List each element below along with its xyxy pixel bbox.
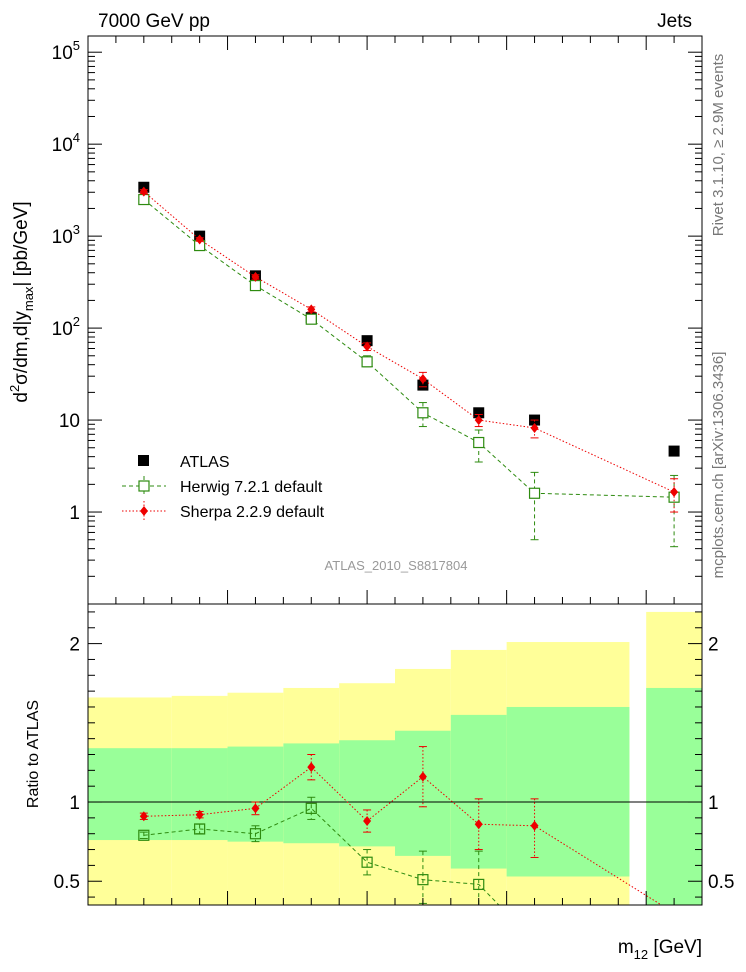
herwig-point: [473, 436, 485, 449]
analysis-watermark: ATLAS_2010_S8817804: [325, 558, 468, 573]
y-tick-label: 103: [52, 222, 80, 248]
ratio-series-line-1: [143, 766, 663, 905]
legend-marker-sherpa: [140, 506, 148, 516]
stat-uncertainty-band: [88, 748, 172, 841]
series-line-2: [143, 191, 675, 493]
ratio-y-tick-label-right: 1: [708, 793, 719, 814]
herwig-point: [249, 279, 262, 292]
y-label-prefix: d: [11, 392, 32, 403]
ratio-herwig-point: [249, 828, 262, 840]
legend-marker-herwig: [138, 480, 150, 492]
rivet-label: Rivet 3.1.10, ≥ 2.9M events: [710, 54, 727, 237]
ratio-series-layer: [138, 746, 663, 905]
ratio-sherpa-point: [139, 811, 148, 822]
stat-uncertainty-band: [450, 714, 507, 869]
atlas-point: [473, 407, 485, 419]
y-tick-label: 104: [52, 130, 80, 156]
ratio-y-tick-label-left: 2: [69, 635, 80, 656]
stat-uncertainty-band: [506, 706, 630, 877]
sherpa-point: [251, 271, 260, 282]
herwig-point: [417, 407, 429, 419]
main-series-layer: [138, 181, 680, 548]
ratio-sherpa-point: [474, 819, 483, 830]
main-tick-labels: 1 10 102 103 104 105: [52, 38, 80, 524]
series-line-1: [143, 199, 675, 498]
ratio-uncertainty-bands: [88, 611, 702, 905]
atlas-point: [668, 445, 680, 457]
ratio-sherpa-point: [251, 803, 260, 814]
legend-marker-atlas: [138, 455, 149, 466]
ratio-herwig-point: [361, 856, 373, 868]
ratio-y-tick-label-left: 0.5: [54, 872, 80, 893]
ratio-series-line-0: [143, 807, 500, 905]
sherpa-point: [530, 422, 539, 433]
x-label-unit: [GeV]: [648, 937, 702, 958]
x-label-main: m: [618, 937, 634, 958]
source-label: mcplots.cern.ch [arXiv:1306.3436]: [710, 352, 727, 579]
y-tick-label: 10: [59, 411, 80, 432]
header-right-title: Jets: [657, 11, 692, 32]
atlas-point: [417, 379, 429, 391]
y-label-sub: max: [21, 286, 36, 311]
ratio-sherpa-point: [530, 820, 539, 831]
ratio-y-axis-label: Ratio to ATLAS: [25, 700, 42, 808]
sherpa-point: [474, 415, 483, 426]
legend: ATLAS Herwig 7.2.1 default Sherpa 2.2.9 …: [122, 454, 325, 521]
ratio-herwig-point: [473, 878, 485, 891]
sherpa-point: [139, 186, 148, 197]
herwig-point: [305, 313, 317, 325]
herwig-point: [528, 487, 541, 499]
x-label-sub: 12: [634, 947, 648, 962]
y-label-suffix: | [pb/GeV]: [11, 201, 32, 286]
ratio-sherpa-point: [418, 771, 427, 782]
sherpa-point: [195, 234, 204, 245]
header-left-title: 7000 GeV pp: [98, 11, 210, 32]
legend-label-herwig: Herwig 7.2.1 default: [180, 479, 323, 496]
y-tick-label: 1: [69, 503, 80, 524]
ratio-herwig-point: [194, 823, 206, 835]
y-label-sup: 2: [7, 385, 22, 392]
ratio-herwig-point: [417, 874, 429, 886]
ratio-herwig-point: [305, 802, 317, 814]
y-label-mid: σ/dm,d|y: [11, 311, 32, 385]
ratio-y-tick-label-left: 1: [69, 793, 80, 814]
stat-uncertainty-band: [339, 740, 395, 847]
herwig-point: [361, 356, 373, 368]
stat-uncertainty-band: [646, 687, 702, 905]
ratio-axis-ticks: 0.5 0.5 1 1 2 2: [54, 611, 734, 905]
y-tick-label: 102: [52, 314, 80, 340]
ratio-sherpa-point: [195, 809, 204, 820]
ratio-y-tick-label-right: 2: [708, 635, 719, 656]
sherpa-point: [418, 373, 427, 384]
main-y-axis-label: d2σ/dm,d|ymax| [pb/GeV]: [7, 201, 36, 402]
legend-label-atlas: ATLAS: [180, 454, 230, 471]
sherpa-point: [307, 304, 316, 315]
atlas-point: [361, 335, 373, 347]
legend-label-sherpa: Sherpa 2.2.9 default: [180, 504, 325, 521]
ratio-sherpa-point: [307, 762, 316, 773]
y-tick-label: 105: [52, 38, 80, 64]
x-axis-label: m12 [GeV]: [618, 937, 702, 962]
sherpa-point: [670, 487, 679, 498]
main-axis-ticks: [87, 36, 703, 605]
ratio-sherpa-point: [363, 816, 372, 827]
ratio-herwig-point: [138, 829, 150, 841]
ratio-y-tick-label-right: 0.5: [708, 872, 734, 893]
sherpa-point: [363, 341, 372, 352]
